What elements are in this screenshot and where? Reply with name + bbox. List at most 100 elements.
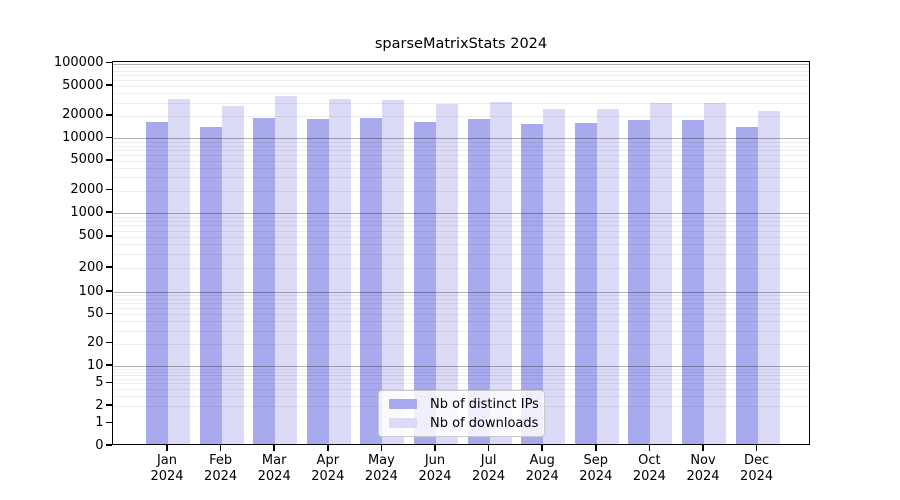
y-gridline-major bbox=[113, 292, 809, 293]
y-gridline-minor bbox=[113, 244, 809, 246]
y-tick bbox=[105, 188, 112, 191]
y-tick bbox=[105, 421, 112, 424]
y-gridline-minor bbox=[113, 75, 809, 77]
y-gridline-major bbox=[113, 366, 809, 367]
x-tick-label: Dec 2024 bbox=[740, 453, 774, 484]
legend-row-downloads: Nb of downloads bbox=[385, 416, 538, 431]
bar-distinct-ips bbox=[628, 120, 651, 444]
bar-distinct-ips bbox=[682, 120, 704, 444]
y-gridline-minor bbox=[113, 86, 809, 88]
y-gridline-minor bbox=[113, 230, 809, 232]
y-gridline-minor bbox=[113, 368, 809, 370]
bar-downloads bbox=[275, 95, 298, 444]
y-gridline-minor bbox=[113, 371, 809, 373]
x-tick bbox=[219, 445, 222, 451]
y-tick-label: 10000 bbox=[62, 129, 104, 145]
bar-downloads bbox=[328, 98, 351, 444]
y-tick bbox=[105, 235, 112, 237]
y-gridline-minor bbox=[113, 177, 809, 179]
y-tick-label: 50 bbox=[86, 305, 104, 321]
y-gridline-minor bbox=[113, 216, 809, 218]
x-tick bbox=[755, 445, 758, 451]
y-tick bbox=[105, 290, 112, 292]
y-gridline-minor bbox=[113, 141, 809, 143]
x-tick bbox=[327, 445, 329, 451]
y-gridline-minor bbox=[113, 378, 809, 380]
bar-downloads bbox=[650, 103, 673, 444]
x-tick bbox=[434, 445, 436, 451]
y-gridline-minor bbox=[113, 115, 809, 117]
y-tick bbox=[105, 312, 112, 315]
bar-distinct-ips bbox=[735, 127, 758, 444]
y-gridline-minor bbox=[113, 225, 809, 227]
y-gridline-minor bbox=[113, 93, 809, 95]
bar-downloads bbox=[168, 98, 190, 444]
bar-downloads bbox=[221, 106, 244, 444]
y-tick-label: 2 bbox=[95, 397, 104, 413]
bar-distinct-ips bbox=[306, 119, 329, 444]
y-gridline-minor bbox=[113, 314, 809, 316]
bar-distinct-ips bbox=[360, 118, 383, 444]
y-gridline-minor bbox=[113, 154, 809, 156]
y-gridline-minor bbox=[113, 145, 809, 147]
bar-downloads bbox=[382, 99, 405, 444]
y-gridline-minor bbox=[113, 383, 809, 385]
bar-distinct-ips bbox=[574, 122, 597, 444]
x-tick-label: Feb 2024 bbox=[204, 453, 238, 484]
y-gridline-minor bbox=[113, 330, 809, 332]
y-gridline-minor bbox=[113, 308, 809, 310]
bar-downloads bbox=[596, 108, 619, 444]
y-gridline-minor bbox=[113, 168, 809, 170]
y-gridline-minor bbox=[113, 236, 809, 238]
y-gridline-minor bbox=[113, 321, 809, 323]
y-tick bbox=[105, 364, 112, 366]
y-gridline-minor bbox=[113, 299, 809, 301]
x-tick bbox=[380, 445, 383, 451]
x-tick-label: Sep 2024 bbox=[579, 453, 613, 484]
y-gridline-minor bbox=[113, 254, 809, 256]
bar-downloads bbox=[543, 109, 566, 444]
bar-distinct-ips bbox=[414, 121, 436, 444]
y-tick-label: 20 bbox=[86, 335, 104, 351]
bar-distinct-ips bbox=[146, 122, 168, 444]
y-tick-label: 1 bbox=[95, 415, 104, 430]
y-tick-label: 100000 bbox=[53, 55, 104, 70]
x-tick-label: Jul 2024 bbox=[472, 453, 506, 484]
y-tick bbox=[105, 136, 112, 139]
x-tick bbox=[273, 445, 275, 451]
y-tick-label: 100 bbox=[78, 283, 104, 299]
bar-distinct-ips bbox=[521, 123, 544, 444]
y-gridline-major bbox=[113, 213, 809, 214]
y-gridline-minor bbox=[113, 80, 809, 82]
y-tick bbox=[105, 266, 112, 268]
x-tick bbox=[595, 445, 597, 451]
x-tick-label: Aug 2024 bbox=[525, 453, 559, 484]
x-tick-label: Jan 2024 bbox=[150, 453, 184, 484]
y-tick-label: 20000 bbox=[62, 107, 104, 123]
y-tick-label: 5 bbox=[95, 374, 104, 390]
y-tick-label: 50000 bbox=[62, 77, 104, 93]
bar-distinct-ips bbox=[253, 118, 276, 444]
y-gridline-minor bbox=[113, 343, 809, 345]
y-gridline-minor bbox=[113, 160, 809, 162]
legend-row-distinct-ips: Nb of distinct IPs bbox=[385, 397, 539, 412]
y-tick-label: 500 bbox=[78, 228, 104, 244]
bar-distinct-ips bbox=[199, 127, 222, 444]
y-gridline-minor bbox=[113, 268, 809, 270]
y-tick bbox=[105, 341, 112, 344]
x-tick-label: May 2024 bbox=[364, 453, 398, 484]
x-tick bbox=[702, 445, 704, 451]
y-tick bbox=[105, 84, 112, 86]
y-gridline-minor bbox=[113, 295, 809, 297]
legend-swatch-distinct-ips bbox=[389, 399, 417, 409]
bar-distinct-ips bbox=[467, 119, 490, 444]
y-gridline-minor bbox=[113, 388, 809, 390]
y-gridline-major bbox=[113, 63, 809, 65]
y-gridline-minor bbox=[113, 303, 809, 305]
y-tick-label: 2000 bbox=[70, 182, 104, 197]
y-gridline-minor bbox=[113, 220, 809, 222]
y-gridline-minor bbox=[113, 374, 809, 376]
y-tick bbox=[105, 444, 112, 446]
x-tick-label: Apr 2024 bbox=[311, 453, 345, 484]
